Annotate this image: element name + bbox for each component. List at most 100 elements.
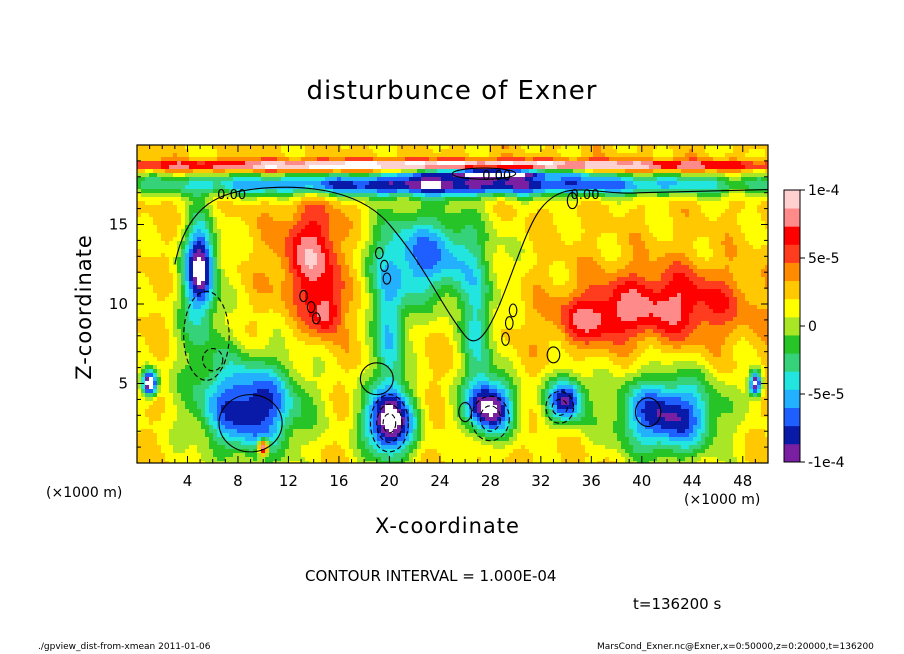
field-cell xyxy=(261,197,266,202)
field-cell xyxy=(197,301,202,306)
field-cell xyxy=(145,433,150,438)
field-cell xyxy=(289,217,294,222)
field-cell xyxy=(309,461,314,463)
field-cell xyxy=(325,389,330,394)
field-cell xyxy=(357,389,362,394)
field-cell xyxy=(253,153,258,158)
field-cell xyxy=(369,273,374,278)
field-cell xyxy=(333,429,338,434)
field-cell xyxy=(317,261,322,266)
field-cell xyxy=(273,197,278,202)
field-cell xyxy=(193,401,198,406)
field-cell xyxy=(233,305,238,310)
field-cell xyxy=(297,149,302,154)
field-cell xyxy=(333,217,338,222)
field-cell xyxy=(181,177,186,182)
field-cell xyxy=(165,165,170,170)
field-cell xyxy=(145,429,150,434)
field-cell xyxy=(289,181,294,186)
field-cell xyxy=(161,349,166,354)
field-cell xyxy=(333,237,338,242)
field-cell xyxy=(173,341,178,346)
field-cell xyxy=(193,349,198,354)
field-cell xyxy=(225,449,230,454)
field-cell xyxy=(141,321,146,326)
field-cell xyxy=(141,357,146,362)
field-cell xyxy=(329,233,334,238)
field-cell xyxy=(373,181,378,186)
field-cell xyxy=(345,345,350,350)
field-cell xyxy=(293,333,298,338)
field-cell xyxy=(185,345,190,350)
field-cell xyxy=(229,341,234,346)
field-cell xyxy=(353,217,358,222)
field-cell xyxy=(221,297,226,302)
field-cell xyxy=(261,381,266,386)
field-cell xyxy=(137,157,142,162)
field-cell xyxy=(313,181,318,186)
field-cell xyxy=(161,377,166,382)
field-cell xyxy=(249,165,254,170)
field-cell xyxy=(301,217,306,222)
field-cell xyxy=(253,249,258,254)
field-cell xyxy=(381,389,386,394)
field-cell xyxy=(185,441,190,446)
field-cell xyxy=(365,261,370,266)
field-cell xyxy=(261,261,266,266)
field-cell xyxy=(305,361,310,366)
field-cell xyxy=(189,157,194,162)
field-cell xyxy=(301,349,306,354)
field-cell xyxy=(233,433,238,438)
field-cell xyxy=(277,305,282,310)
field-cell xyxy=(181,389,186,394)
field-cell xyxy=(357,217,362,222)
field-cell xyxy=(149,213,154,218)
field-cell xyxy=(277,281,282,286)
field-cell xyxy=(313,217,318,222)
field-cell xyxy=(349,305,354,310)
field-cell xyxy=(193,205,198,210)
field-cell xyxy=(301,405,306,410)
field-cell xyxy=(365,229,370,234)
field-cell xyxy=(277,209,282,214)
field-cell xyxy=(305,433,310,438)
field-cell xyxy=(289,161,294,166)
field-cell xyxy=(165,249,170,254)
field-cell xyxy=(277,405,282,410)
field-cell xyxy=(361,149,366,154)
field-cell xyxy=(309,349,314,354)
field-cell xyxy=(293,261,298,266)
field-cell xyxy=(217,365,222,370)
field-cell xyxy=(201,149,206,154)
field-cell xyxy=(365,193,370,198)
field-cell xyxy=(309,353,314,358)
field-cell xyxy=(321,145,326,150)
field-cell xyxy=(205,177,210,182)
field-cell xyxy=(277,373,282,378)
field-cell xyxy=(193,441,198,446)
field-cell xyxy=(297,225,302,230)
field-cell xyxy=(333,293,338,298)
field-cell xyxy=(381,293,386,298)
field-cell xyxy=(161,197,166,202)
field-cell xyxy=(325,301,330,306)
field-cell xyxy=(185,409,190,414)
field-cell xyxy=(221,229,226,234)
field-cell xyxy=(253,353,258,358)
field-cell xyxy=(145,437,150,442)
field-cell xyxy=(201,453,206,458)
field-cell xyxy=(189,281,194,286)
field-cell xyxy=(137,417,142,422)
field-cell xyxy=(197,413,202,418)
field-cell xyxy=(293,165,298,170)
field-cell xyxy=(229,245,234,250)
field-cell xyxy=(285,273,290,278)
field-cell xyxy=(209,229,214,234)
field-cell xyxy=(189,241,194,246)
field-cell xyxy=(225,421,230,426)
field-cell xyxy=(145,249,150,254)
field-cell xyxy=(357,265,362,270)
field-cell xyxy=(189,229,194,234)
field-cell xyxy=(165,185,170,190)
field-cell xyxy=(245,269,250,274)
